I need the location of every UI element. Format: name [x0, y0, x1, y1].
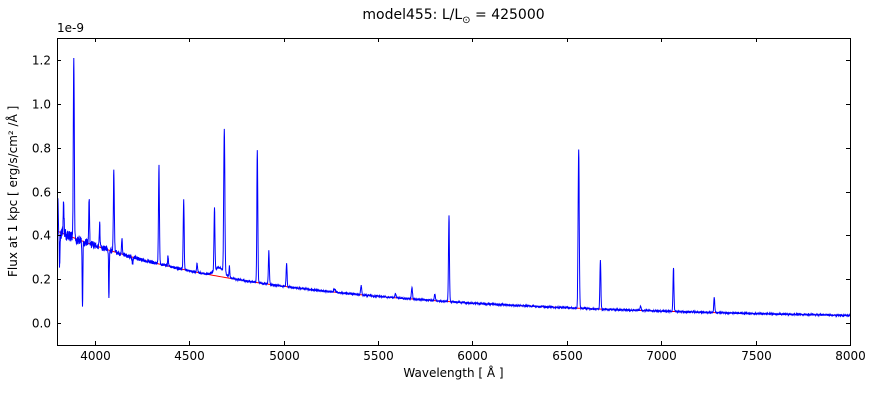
axes-frame: [57, 38, 851, 346]
y-tick-label: 0.0: [32, 317, 51, 331]
sun-symbol: ⊙: [462, 14, 471, 26]
x-tick-label: 5000: [269, 349, 300, 363]
y-tick-label: 0.8: [32, 142, 51, 156]
y-tick-label: 0.6: [32, 186, 51, 200]
chart-title: model455: L/L⊙ = 425000: [57, 7, 850, 26]
chart-title-post: = 425000: [470, 7, 545, 23]
x-tick-label: 6000: [457, 349, 488, 363]
x-tick-label: 4000: [80, 349, 111, 363]
x-tick-label: 5500: [363, 349, 394, 363]
y-tick-label: 0.2: [32, 273, 51, 287]
x-axis-label: Wavelength [ Å ]: [403, 366, 504, 380]
y-offset-label: 1e-9: [57, 21, 84, 35]
y-tick-label: 1.2: [32, 54, 51, 68]
x-tick-label: 7000: [646, 349, 677, 363]
x-tick-label: 4500: [174, 349, 205, 363]
y-tick-label: 0.4: [32, 229, 51, 243]
x-tick-label: 6500: [552, 349, 583, 363]
spectrum-line: [57, 58, 850, 318]
x-tick-label: 7500: [741, 349, 772, 363]
chart-title-pre: model455: L/L: [362, 7, 463, 23]
x-tick-label: 8000: [835, 349, 866, 363]
y-tick-label: 1.0: [32, 98, 51, 112]
